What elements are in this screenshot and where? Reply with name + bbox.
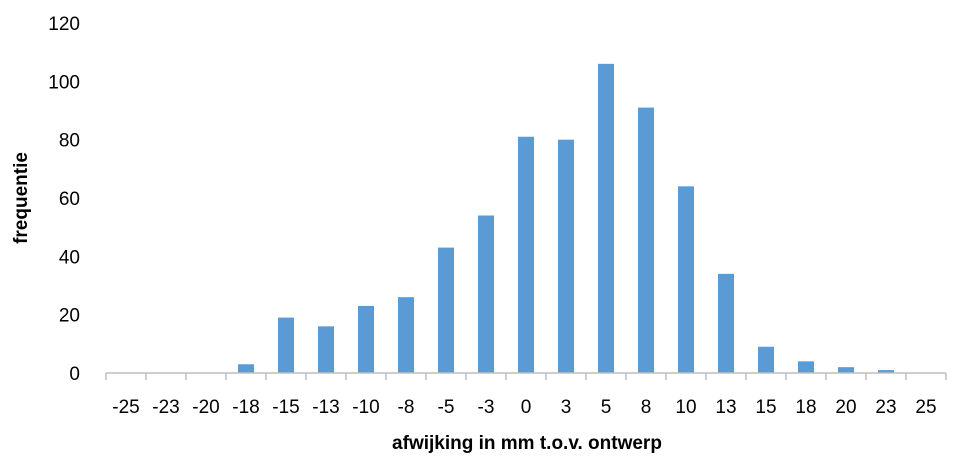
bar--10	[358, 305, 374, 373]
x-tick-label: -25	[112, 397, 139, 418]
y-axis-title: frequentie	[11, 152, 32, 244]
x-tick-label: 20	[835, 397, 856, 418]
x-axis-ticks	[105, 373, 947, 380]
x-tick-label: -8	[398, 397, 415, 418]
x-tick-label: -20	[192, 397, 219, 418]
bar-13	[718, 273, 734, 373]
bar--8	[398, 297, 414, 373]
bar--3	[478, 215, 494, 373]
y-tick-label: 100	[48, 72, 80, 93]
bar-18	[798, 361, 814, 373]
y-tick-label: 20	[59, 306, 80, 327]
bar-0	[518, 136, 534, 373]
y-tick-label: 120	[48, 14, 80, 35]
bar--18	[238, 364, 254, 373]
x-tick-label: 3	[561, 397, 572, 418]
x-tick-label: 13	[715, 397, 736, 418]
x-axis-title: afwijking in mm t.o.v. ontwerp	[392, 433, 662, 454]
bar-23	[878, 370, 894, 373]
y-tick-label: 40	[59, 247, 80, 268]
x-tick-label: -10	[352, 397, 379, 418]
x-tick-label: 15	[755, 397, 776, 418]
y-axis-tick-labels: 0 20 40 60 80 100 120	[48, 14, 80, 385]
bar-3	[558, 139, 574, 373]
x-tick-label: 18	[795, 397, 816, 418]
bar--15	[278, 317, 294, 373]
x-tick-label: -18	[232, 397, 259, 418]
x-tick-label: -5	[438, 397, 455, 418]
x-tick-label: 10	[675, 397, 696, 418]
x-tick-label: 25	[915, 397, 936, 418]
bar-8	[638, 107, 654, 373]
y-tick-label: 60	[59, 189, 80, 210]
bar-20	[838, 367, 854, 373]
x-tick-label: 23	[875, 397, 896, 418]
x-axis-tick-labels: -25 -23 -20 -18 -15 -13 -10 -8 -5 -3 0 3 5 8 10 13 15 18 2…	[112, 397, 936, 418]
bar--5	[438, 247, 454, 373]
bar-10	[678, 186, 694, 373]
y-tick-label: 0	[69, 364, 80, 385]
x-tick-label: -23	[152, 397, 179, 418]
x-tick-label: 0	[521, 397, 532, 418]
bar-5	[598, 63, 614, 373]
x-tick-label: 8	[641, 397, 652, 418]
bars	[238, 63, 894, 373]
x-tick-label: -15	[272, 397, 299, 418]
x-tick-label: -3	[478, 397, 495, 418]
x-tick-label: -13	[312, 397, 339, 418]
bar--13	[318, 326, 334, 373]
x-tick-label: 5	[601, 397, 612, 418]
y-tick-label: 80	[59, 131, 80, 152]
bar-15	[758, 346, 774, 373]
